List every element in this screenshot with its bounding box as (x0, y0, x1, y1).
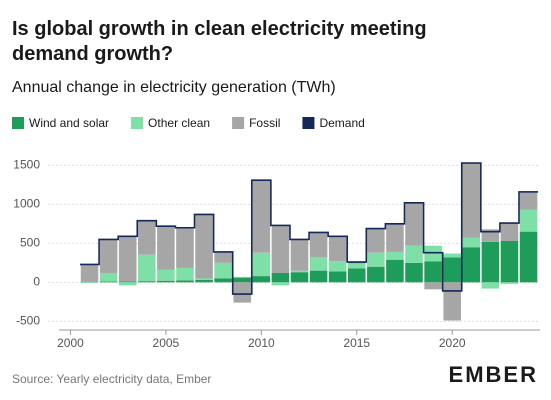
chart-subtitle: Annual change in electricity generation … (12, 79, 336, 96)
legend-swatch (232, 117, 245, 129)
bar-segment (118, 282, 137, 286)
bar-segment (328, 261, 347, 272)
bar-segment (118, 281, 137, 283)
bar-segment (252, 252, 271, 277)
bar-segment (233, 276, 252, 278)
bar-segment (500, 282, 519, 284)
chart-title: Is global growth in clean electricity me… (12, 18, 427, 65)
title-line: demand growth? (12, 43, 173, 65)
bar-segment (157, 280, 175, 283)
legend-label: Other clean (148, 116, 210, 130)
bar-segment (195, 279, 213, 283)
y-tick-label: 0 (33, 275, 40, 289)
bar-segment (271, 282, 290, 286)
bar-segment (214, 251, 232, 263)
bar-segment (176, 267, 194, 281)
demand-line (79, 162, 539, 295)
bar-segment (367, 252, 385, 267)
bar-segment (347, 263, 366, 269)
x-tick-label: 2000 (57, 336, 84, 350)
bar-segment (290, 272, 309, 283)
bar-segment (405, 202, 423, 246)
bar-segment (500, 241, 519, 283)
bar-segment (347, 268, 366, 283)
bar-segment (252, 276, 271, 283)
bar-segment (176, 280, 194, 283)
bar-segment (252, 180, 271, 253)
bar-segment (424, 282, 442, 290)
bar-segment (309, 232, 328, 258)
bar-segment (99, 239, 118, 273)
bar-segment (233, 282, 252, 303)
bar-segment (118, 235, 137, 282)
bar-segment (386, 223, 404, 252)
bar-segment (290, 270, 309, 273)
brand-logo: EMBER (449, 362, 538, 387)
bar-segment (519, 231, 538, 283)
bar-segment (519, 191, 538, 210)
source: Source: Yearly electricity data, Ember (12, 372, 211, 386)
bar-segment (214, 278, 232, 283)
x-tick-label: 2010 (248, 336, 275, 350)
bar-segment (443, 253, 461, 258)
bar-segment (195, 278, 213, 280)
bar-segment (80, 264, 99, 282)
y-tick-label: 1000 (13, 197, 40, 211)
bar-segment (462, 237, 481, 248)
legend-label: Wind and solar (29, 116, 109, 130)
title-line: Is global growth in clean electricity me… (12, 18, 427, 40)
bar-segment (481, 241, 500, 283)
bar-segment (481, 282, 500, 289)
bar-segment (214, 262, 232, 279)
bar-segment (443, 257, 461, 283)
bar-segment (462, 163, 481, 238)
bar-segment (176, 227, 194, 268)
legend-swatch (12, 117, 24, 129)
bar-segment (405, 245, 423, 263)
bar-segment (138, 281, 156, 283)
bar-segment (233, 277, 252, 283)
bar-segment (309, 257, 328, 271)
bar-segment (99, 281, 118, 283)
bar-segment (443, 282, 461, 321)
bar-segment (462, 247, 481, 283)
bar-segment (367, 266, 385, 283)
bar-segment (271, 272, 290, 283)
legend-swatch (302, 117, 315, 129)
bar-segment (328, 271, 347, 283)
bar-segment (405, 262, 423, 283)
bar-segment (157, 226, 175, 270)
bar-segment (424, 261, 442, 283)
y-tick-label: 1500 (13, 158, 40, 172)
bar-segment (138, 254, 156, 282)
x-tick-label: 2015 (343, 336, 370, 350)
x-tick-label: 2005 (153, 336, 180, 350)
bar-segment (157, 269, 175, 281)
legend-swatch (131, 117, 144, 129)
y-tick-label: -500 (16, 313, 40, 327)
x-tick-label: 2020 (439, 336, 466, 350)
bar-segment (519, 209, 538, 232)
bar-segment (309, 270, 328, 283)
bar-segment (195, 214, 213, 279)
bar-segment (290, 239, 309, 271)
bar-segment (271, 226, 290, 273)
legend-label: Demand (319, 116, 364, 130)
bar-segment (328, 236, 347, 262)
bar-segment (500, 223, 519, 241)
legend-label: Fossil (249, 116, 280, 130)
bar-segment (138, 220, 156, 255)
bar-segment (367, 228, 385, 253)
y-tick-label: 500 (20, 236, 40, 250)
bar-segment (386, 251, 404, 260)
bar-segment (99, 272, 118, 282)
bar-segment (386, 259, 404, 283)
